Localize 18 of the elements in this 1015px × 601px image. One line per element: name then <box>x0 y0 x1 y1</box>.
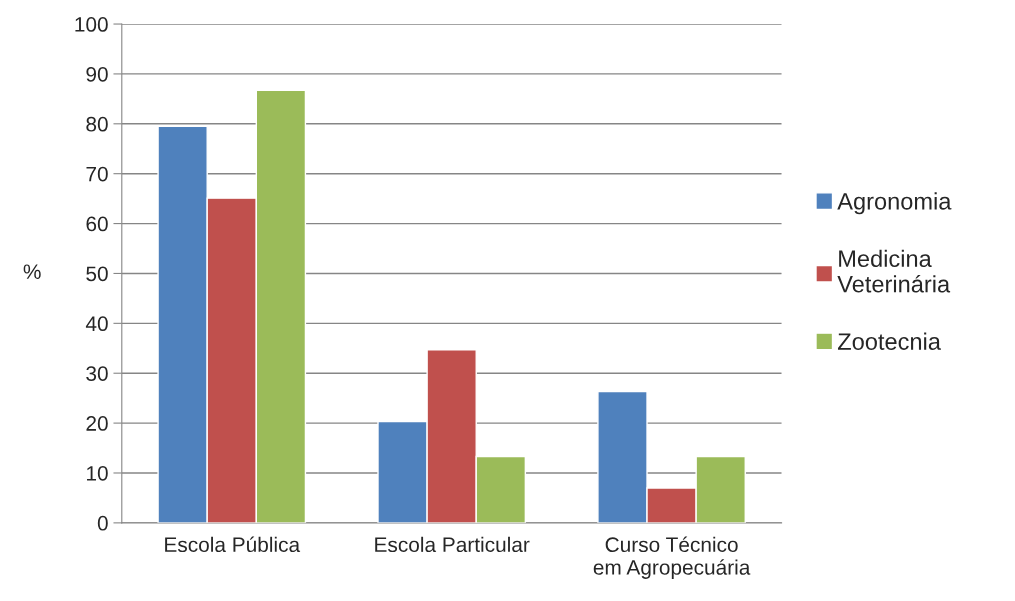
y-tick-label: 90 <box>86 66 108 82</box>
legend-label: Zootecnia <box>837 332 941 350</box>
y-tick-label: 70 <box>86 166 108 182</box>
y-tick-label: 50 <box>86 266 108 282</box>
x-tick-label: Curso Técnico em Agropecuária <box>593 536 751 579</box>
y-tick-label: 20 <box>86 416 108 431</box>
y-axis-title: % <box>23 264 41 279</box>
y-tick-label: 100 <box>75 17 108 32</box>
y-tick-label: 10 <box>87 465 108 481</box>
y-tick-label: 30 <box>86 366 108 381</box>
legend-label: Medicina Veterinária <box>837 249 951 293</box>
x-tick-label: Escola Pública <box>165 536 301 553</box>
y-tick-label: 0 <box>97 515 108 531</box>
legend-label: Agronomia <box>837 192 952 215</box>
y-tick-label: 40 <box>85 316 108 332</box>
x-tick-label: Escola Particular <box>375 536 530 553</box>
y-tick-label: 80 <box>86 116 108 132</box>
y-tick-label: 60 <box>86 216 108 232</box>
